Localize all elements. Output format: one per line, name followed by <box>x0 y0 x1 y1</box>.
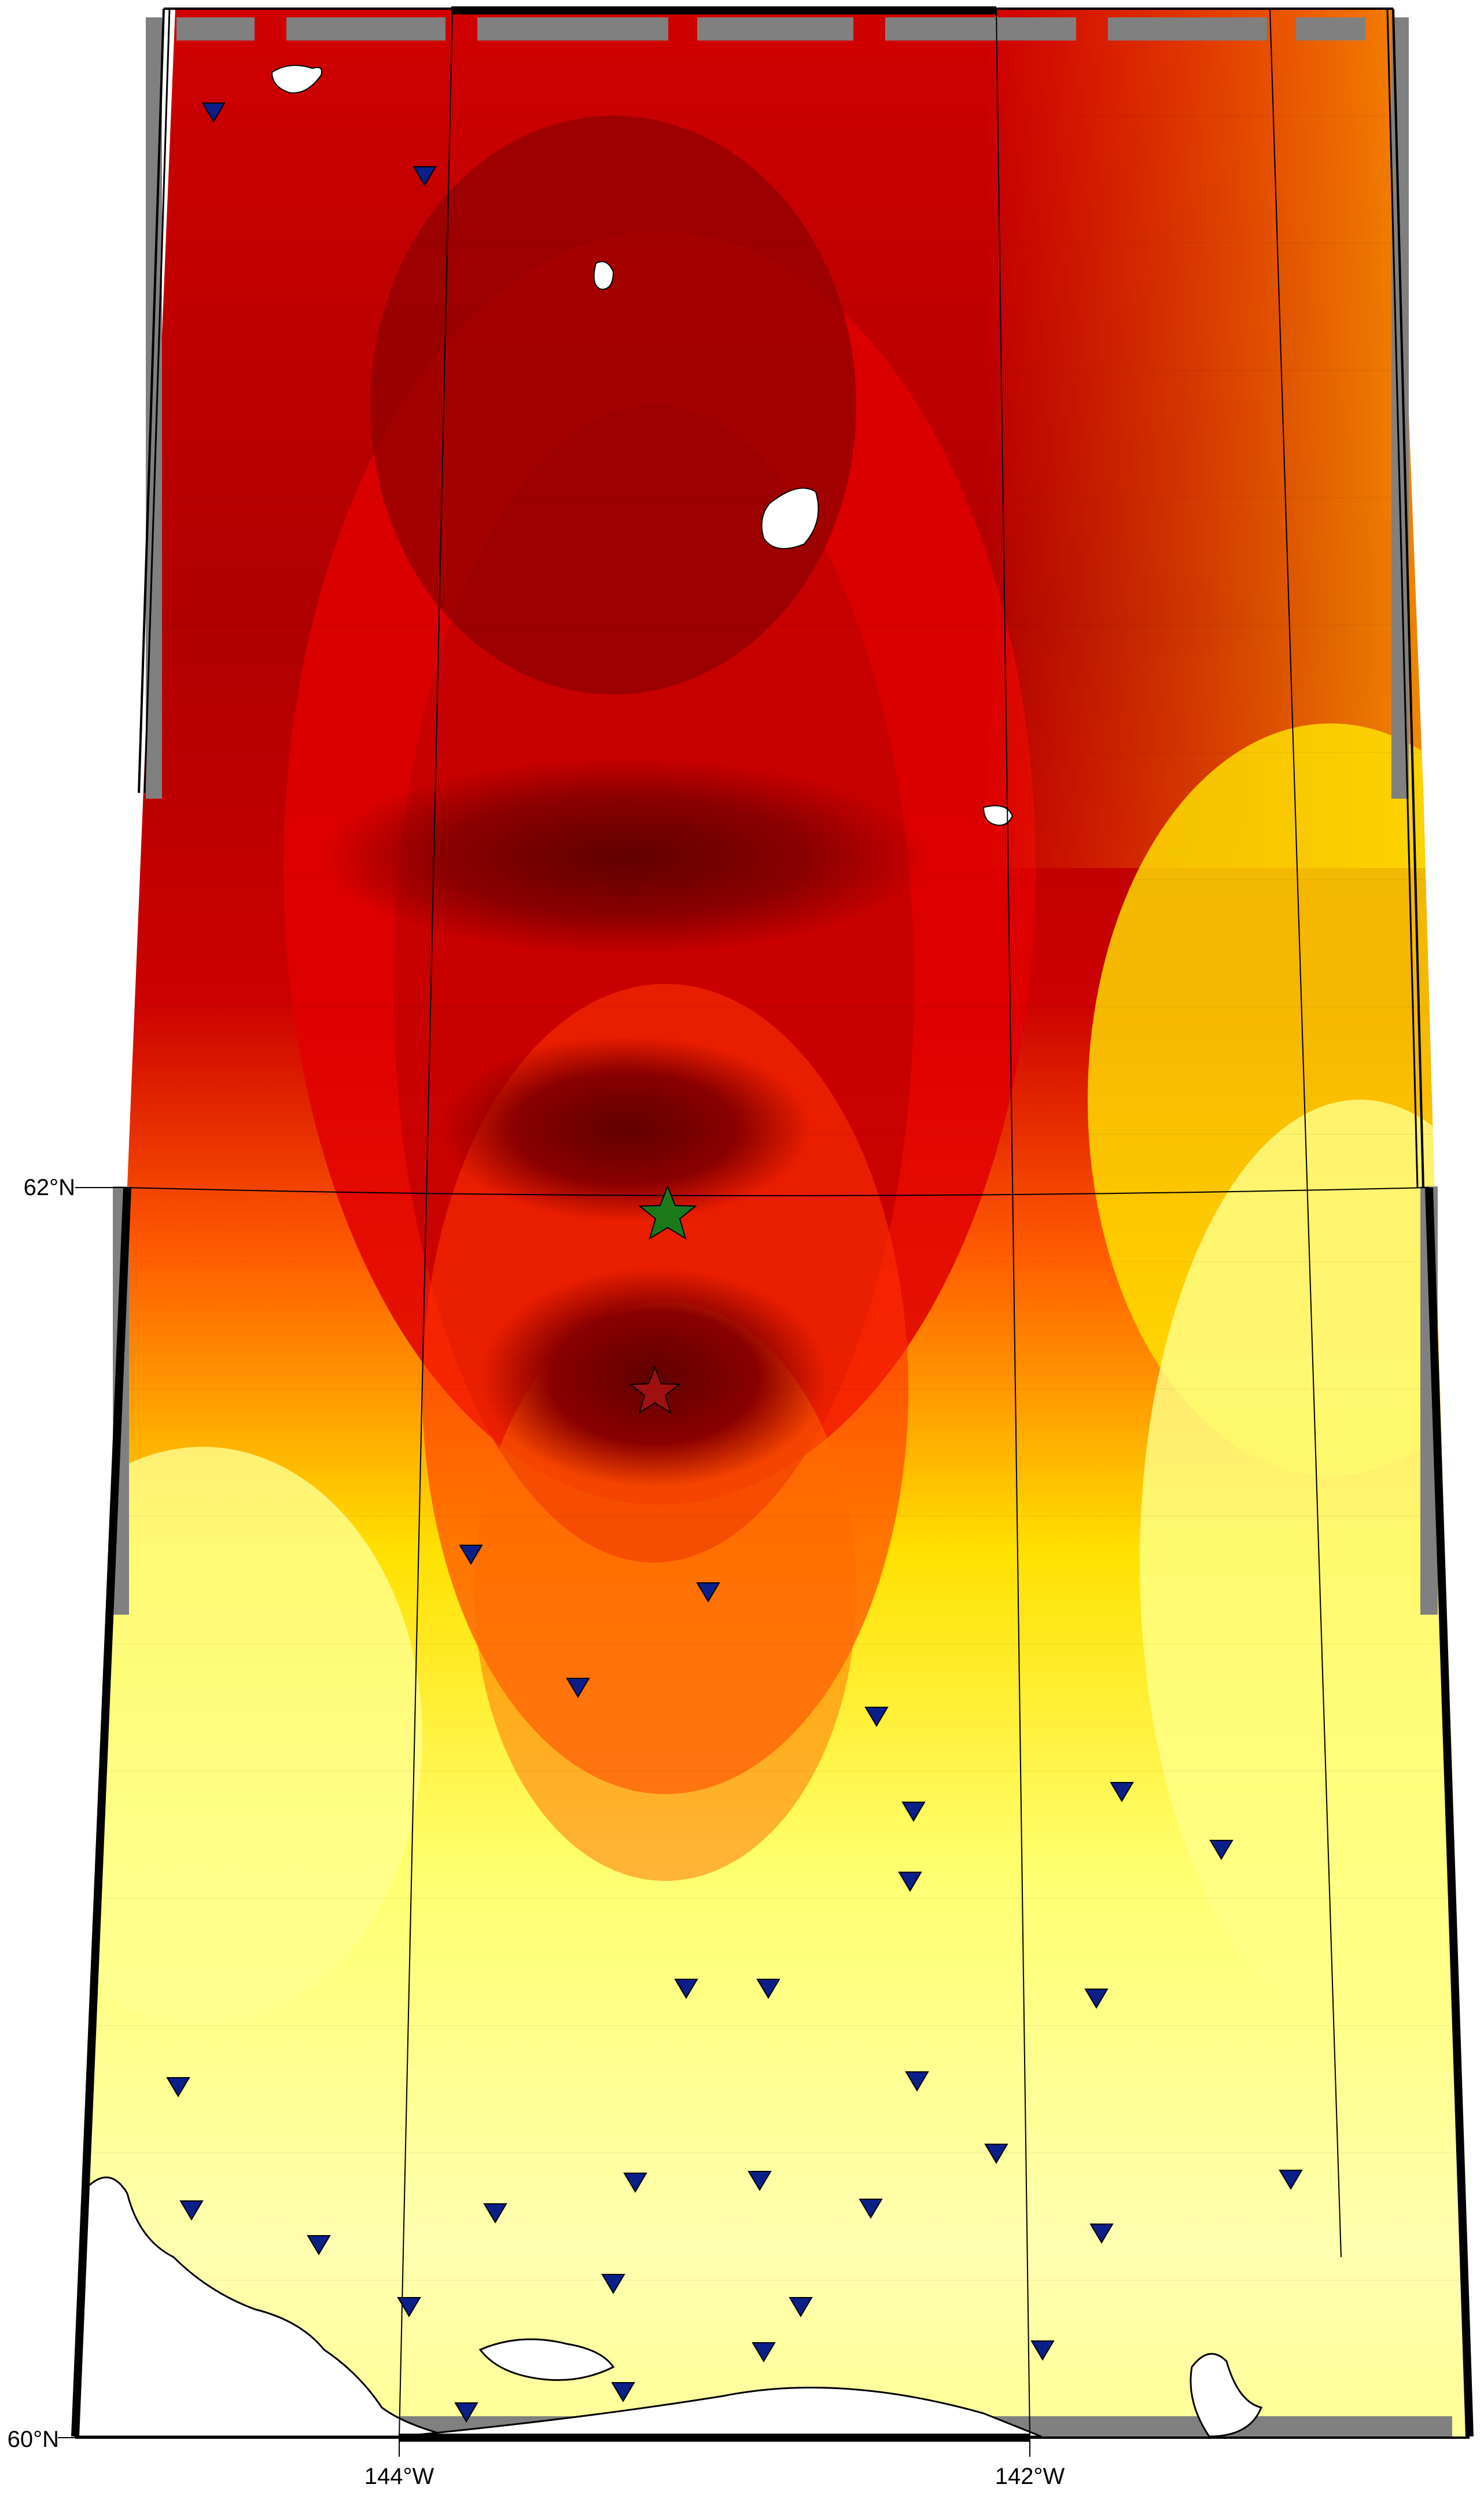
station-marker <box>984 2144 1008 2164</box>
station-marker <box>696 1582 720 1603</box>
station-marker <box>1110 1782 1134 1802</box>
station-marker <box>1084 1989 1109 2009</box>
lake-3 <box>761 487 819 549</box>
station-marker <box>752 2342 776 2362</box>
station-marker <box>566 1678 590 1698</box>
station-marker <box>397 2297 421 2317</box>
station-marker <box>166 2077 190 2097</box>
epicenters <box>629 1185 697 1414</box>
station-marker <box>307 2235 331 2255</box>
station-marker <box>201 102 226 123</box>
station-marker <box>1279 2170 1303 2190</box>
red-star-icon <box>629 1365 681 1414</box>
station-marker <box>601 2274 625 2294</box>
lakes <box>271 64 1014 826</box>
station-marker <box>413 166 437 186</box>
station-marker <box>1030 2340 1055 2361</box>
lat-label-62: 62°N <box>24 1175 75 1200</box>
station-marker <box>454 2402 478 2423</box>
station-marker <box>483 2203 507 2224</box>
coastline <box>74 2176 1263 2438</box>
station-marker <box>901 1802 926 1822</box>
lake-2 <box>593 261 614 291</box>
station-marker <box>905 2071 929 2092</box>
station-marker <box>1209 1840 1233 1860</box>
glacier-lake <box>478 2338 615 2381</box>
station-marker <box>623 2173 647 2193</box>
lon-label-144: 144°W <box>364 2464 434 2489</box>
lake-1 <box>271 64 322 94</box>
station-marker <box>747 2171 772 2191</box>
green-star-icon <box>638 1185 697 1240</box>
graticule <box>127 8 1430 2437</box>
lat-label-60: 60°N <box>8 2427 59 2452</box>
gulf-coast <box>399 2386 1042 2438</box>
stations <box>166 102 1303 2423</box>
station-marker <box>756 1979 780 1999</box>
lon-label-142: 142°W <box>995 2464 1065 2489</box>
station-marker <box>459 1545 483 1565</box>
ocean <box>74 2176 452 2438</box>
station-marker <box>859 2199 883 2219</box>
station-marker <box>674 1979 698 1999</box>
station-marker <box>1089 2224 1114 2244</box>
station-marker <box>864 1707 889 1727</box>
icy-bay <box>1190 2353 1263 2438</box>
station-marker <box>898 1872 922 1892</box>
station-marker <box>789 2297 813 2317</box>
lake-4 <box>982 805 1014 826</box>
station-marker <box>611 2382 635 2402</box>
axis-labels: 62°N 60°N 144°W 142°W <box>8 1175 1065 2489</box>
station-marker <box>179 2200 204 2221</box>
map-frame <box>71 6 1474 2442</box>
